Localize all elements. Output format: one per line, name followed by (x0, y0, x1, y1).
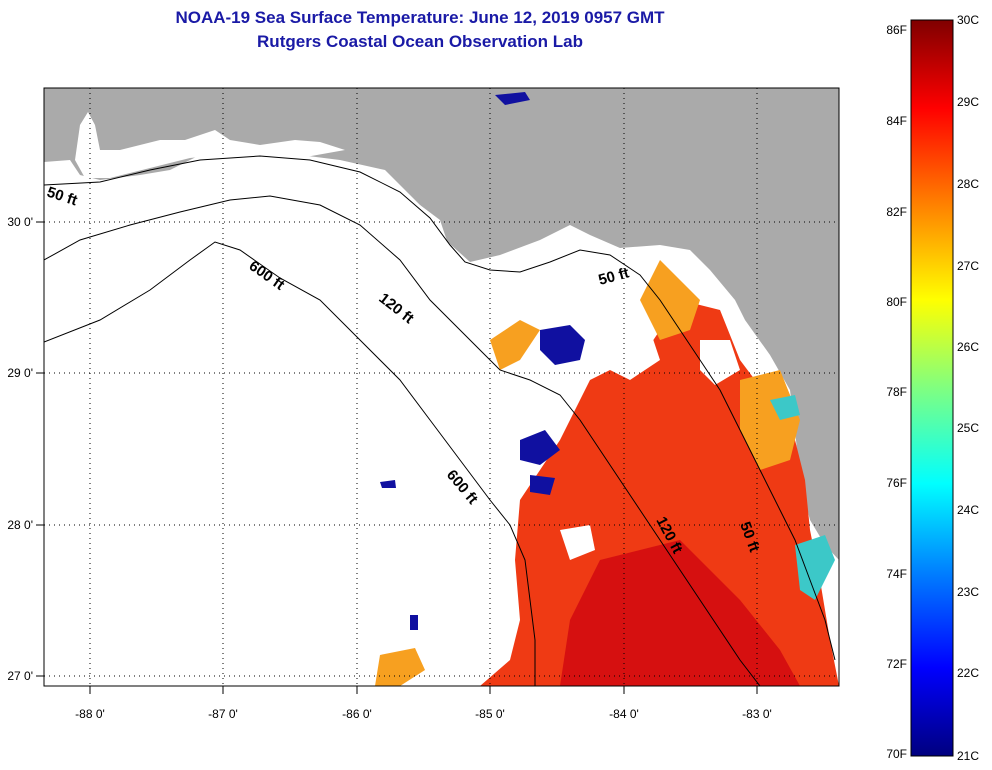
longitude-labels: -88 0' -87 0' -86 0' -85 0' -84 0' -83 0… (75, 707, 772, 721)
colorbar-f-label: 74F (886, 567, 907, 581)
colorbar-c-label: 24C (957, 503, 979, 517)
lat-label: 27 0' (7, 669, 33, 683)
colorbar-f-label: 70F (886, 747, 907, 761)
colorbar-c-labels: 30C 29C 28C 27C 26C 25C 24C 23C 22C 21C (957, 13, 979, 763)
colorbar-c-label: 28C (957, 177, 979, 191)
colorbar (910, 19, 954, 757)
map-frame (43, 87, 840, 687)
colorbar-f-label: 84F (886, 114, 907, 128)
bathymetry-contours (44, 155, 836, 686)
sst-data (375, 92, 839, 686)
lon-label: -84 0' (609, 707, 639, 721)
colorbar-f-label: 82F (886, 205, 907, 219)
panhandle-bays (75, 112, 345, 178)
colorbar-f-label: 72F (886, 657, 907, 671)
lon-label: -88 0' (75, 707, 105, 721)
lat-label: 30 0' (7, 215, 33, 229)
colorbar-c-label: 30C (957, 13, 979, 27)
colorbar-c-label: 23C (957, 585, 979, 599)
lon-label: -85 0' (475, 707, 505, 721)
colorbar-f-label: 78F (886, 385, 907, 399)
colorbar-c-label: 26C (957, 340, 979, 354)
lon-label: -83 0' (742, 707, 772, 721)
colorbar-c-label: 27C (957, 259, 979, 273)
lat-label: 29 0' (7, 366, 33, 380)
colorbar-c-label: 21C (957, 749, 979, 763)
colorbar-f-label: 80F (886, 295, 907, 309)
colorbar-f-label: 76F (886, 476, 907, 490)
colorbar-c-label: 22C (957, 666, 979, 680)
colorbar-f-label: 86F (886, 23, 907, 37)
colorbar-f-labels: 86F 84F 82F 80F 78F 76F 74F 72F 70F (886, 23, 907, 761)
bay-coast (415, 205, 470, 262)
lon-label: -87 0' (208, 707, 238, 721)
axis-ticks (36, 221, 758, 694)
lon-label: -86 0' (342, 707, 372, 721)
latitude-labels: 30 0' 29 0' 28 0' 27 0' (7, 215, 33, 683)
map-subtitle: Rutgers Coastal Ocean Observation Lab (257, 32, 583, 51)
lat-label: 28 0' (7, 518, 33, 532)
colorbar-c-label: 25C (957, 421, 979, 435)
colorbar-c-label: 29C (957, 95, 979, 109)
land-mass (44, 88, 839, 560)
map-title: NOAA-19 Sea Surface Temperature: June 12… (175, 8, 665, 27)
